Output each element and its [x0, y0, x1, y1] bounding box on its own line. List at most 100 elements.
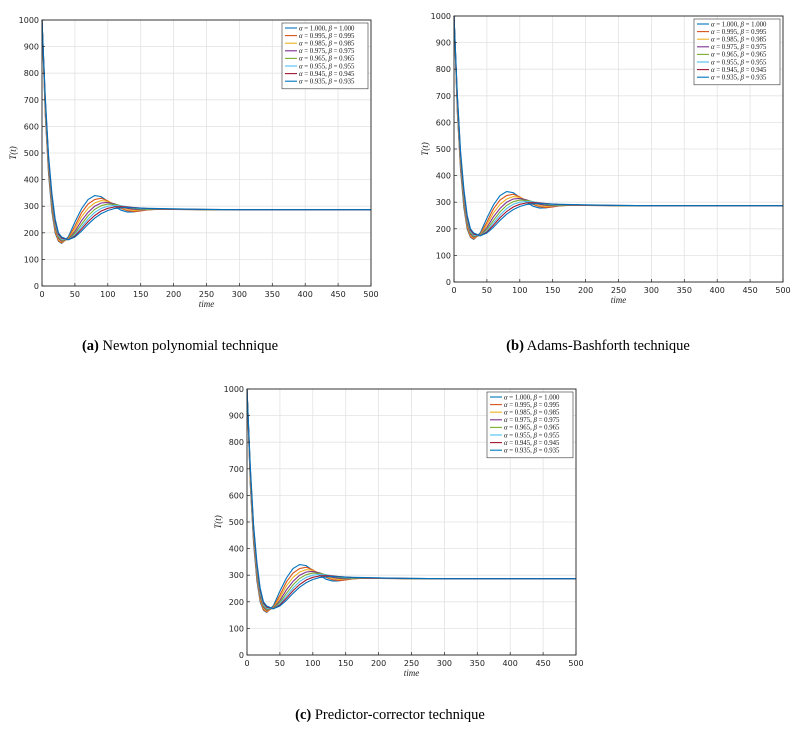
y-tick-label: 400 — [229, 545, 244, 554]
x-tick-label: 150 — [133, 290, 148, 299]
legend-label-1: α = 0.995, β = 0.995 — [711, 29, 767, 36]
x-tick-label: 250 — [404, 659, 419, 668]
y-tick-label: 100 — [24, 255, 39, 264]
x-tick-label: 200 — [371, 659, 386, 668]
y-tick-label: 0 — [34, 282, 39, 291]
legend-box — [486, 391, 574, 459]
legend-label-3: α = 0.975, β = 0.975 — [299, 48, 355, 55]
y-axis-label: T(t) — [8, 146, 18, 160]
chart-panel-b: 0 50 100 150 200 250 300 350 400 450 500 0 100 200 300… — [412, 4, 792, 309]
x-tick-label: 350 — [265, 290, 280, 299]
x-tick-label: 200 — [166, 290, 181, 299]
legend-label-4: α = 0.965, β = 0.965 — [711, 52, 767, 59]
x-tick-label: 0 — [39, 290, 44, 299]
x-axis-label: time — [404, 668, 420, 678]
legend-label-7: α = 0.935, β = 0.935 — [299, 79, 355, 86]
x-tick-label: 350 — [677, 286, 692, 295]
x-tick-label: 400 — [710, 286, 725, 295]
y-tick-label: 500 — [24, 149, 39, 158]
legend-label-7: α = 0.935, β = 0.935 — [504, 448, 560, 455]
legend-label-1: α = 0.995, β = 0.995 — [299, 33, 355, 40]
y-axis-label: T(t) — [213, 515, 223, 529]
x-tick-label: 100 — [512, 286, 527, 295]
x-axis-label: time — [611, 295, 627, 305]
y-tick-label: 700 — [229, 465, 244, 474]
y-tick-label: 1000 — [224, 385, 244, 394]
x-tick-label: 500 — [775, 286, 790, 295]
y-tick-label: 1000 — [19, 16, 39, 25]
y-tick-label: 0 — [239, 651, 244, 660]
x-tick-label: 100 — [305, 659, 320, 668]
x-tick-label: 0 — [244, 659, 249, 668]
x-tick-label: 200 — [578, 286, 593, 295]
y-tick-label: 400 — [436, 172, 451, 181]
caption-b-label: (b) — [506, 338, 524, 354]
x-tick-label: 500 — [568, 659, 583, 668]
y-tick-label: 600 — [436, 118, 451, 127]
legend-box — [281, 22, 369, 90]
y-tick-label: 500 — [229, 518, 244, 527]
y-tick-label: 600 — [229, 491, 244, 500]
legend-label-0: α = 1.000, β = 1.000 — [504, 394, 560, 401]
legend-label-6: α = 0.945, β = 0.945 — [504, 440, 560, 447]
caption-b: (b) Adams-Bashforth technique — [468, 338, 728, 355]
caption-a: (a) Newton polynomial technique — [50, 338, 310, 355]
y-tick-label: 300 — [24, 202, 39, 211]
y-tick-label: 900 — [24, 43, 39, 52]
x-tick-label: 50 — [482, 286, 492, 295]
y-tick-label: 200 — [24, 229, 39, 238]
y-axis-label: T(t) — [420, 142, 430, 156]
x-tick-label: 500 — [363, 290, 378, 299]
y-tick-label: 1000 — [431, 12, 451, 21]
y-tick-label: 800 — [24, 69, 39, 78]
chart-panel-a: 0 50 100 150 200 250 300 350 400 450 500 0 100 200 300… — [0, 8, 380, 313]
x-tick-label: 350 — [470, 659, 485, 668]
legend-label-0: α = 1.000, β = 1.000 — [299, 25, 355, 32]
x-tick-label: 400 — [503, 659, 518, 668]
legend-label-5: α = 0.955, β = 0.955 — [504, 432, 560, 439]
y-tick-label: 500 — [436, 145, 451, 154]
y-tick-label: 0 — [446, 278, 451, 287]
caption-a-text: Newton polynomial technique — [102, 338, 279, 354]
legend-label-4: α = 0.965, β = 0.965 — [504, 425, 560, 432]
legend-label-5: α = 0.955, β = 0.955 — [299, 63, 355, 70]
x-tick-label: 450 — [330, 290, 345, 299]
series-line-7 — [453, 15, 783, 237]
y-tick-label: 100 — [229, 624, 244, 633]
legend-box — [693, 18, 781, 86]
series-line-7 — [246, 388, 576, 610]
legend-label-0: α = 1.000, β = 1.000 — [711, 21, 767, 28]
x-tick-label: 300 — [644, 286, 659, 295]
y-tick-label: 300 — [229, 571, 244, 580]
legend-label-5: α = 0.955, β = 0.955 — [711, 59, 767, 66]
x-axis-label: time — [199, 299, 215, 309]
caption-c-label: (c) — [295, 707, 312, 723]
y-tick-label: 200 — [229, 598, 244, 607]
y-tick-label: 800 — [436, 65, 451, 74]
y-tick-label: 900 — [229, 412, 244, 421]
y-tick-label: 600 — [24, 122, 39, 131]
y-tick-label: 700 — [436, 92, 451, 101]
y-tick-label: 200 — [436, 225, 451, 234]
legend-label-3: α = 0.975, β = 0.975 — [504, 417, 560, 424]
y-tick-label: 400 — [24, 176, 39, 185]
x-tick-label: 0 — [451, 286, 456, 295]
legend-label-2: α = 0.985, β = 0.985 — [711, 37, 767, 44]
x-tick-label: 150 — [338, 659, 353, 668]
y-tick-label: 900 — [436, 39, 451, 48]
chart-panel-c: 0 50 100 150 200 250 300 350 400 450 500 0 100 200 300… — [205, 377, 585, 682]
x-tick-label: 250 — [611, 286, 626, 295]
legend-label-4: α = 0.965, β = 0.965 — [299, 56, 355, 63]
legend-label-2: α = 0.985, β = 0.985 — [299, 41, 355, 48]
legend-label-7: α = 0.935, β = 0.935 — [711, 75, 767, 82]
x-tick-label: 250 — [199, 290, 214, 299]
x-tick-label: 400 — [298, 290, 313, 299]
chart-a: 0 50 100 150 200 250 300 350 400 450 500 0 100 200 300… — [8, 16, 379, 309]
legend-label-2: α = 0.985, β = 0.985 — [504, 410, 560, 417]
x-tick-label: 150 — [545, 286, 560, 295]
caption-c-text: Predictor-corrector technique — [314, 707, 485, 723]
series-line-7 — [41, 19, 371, 241]
